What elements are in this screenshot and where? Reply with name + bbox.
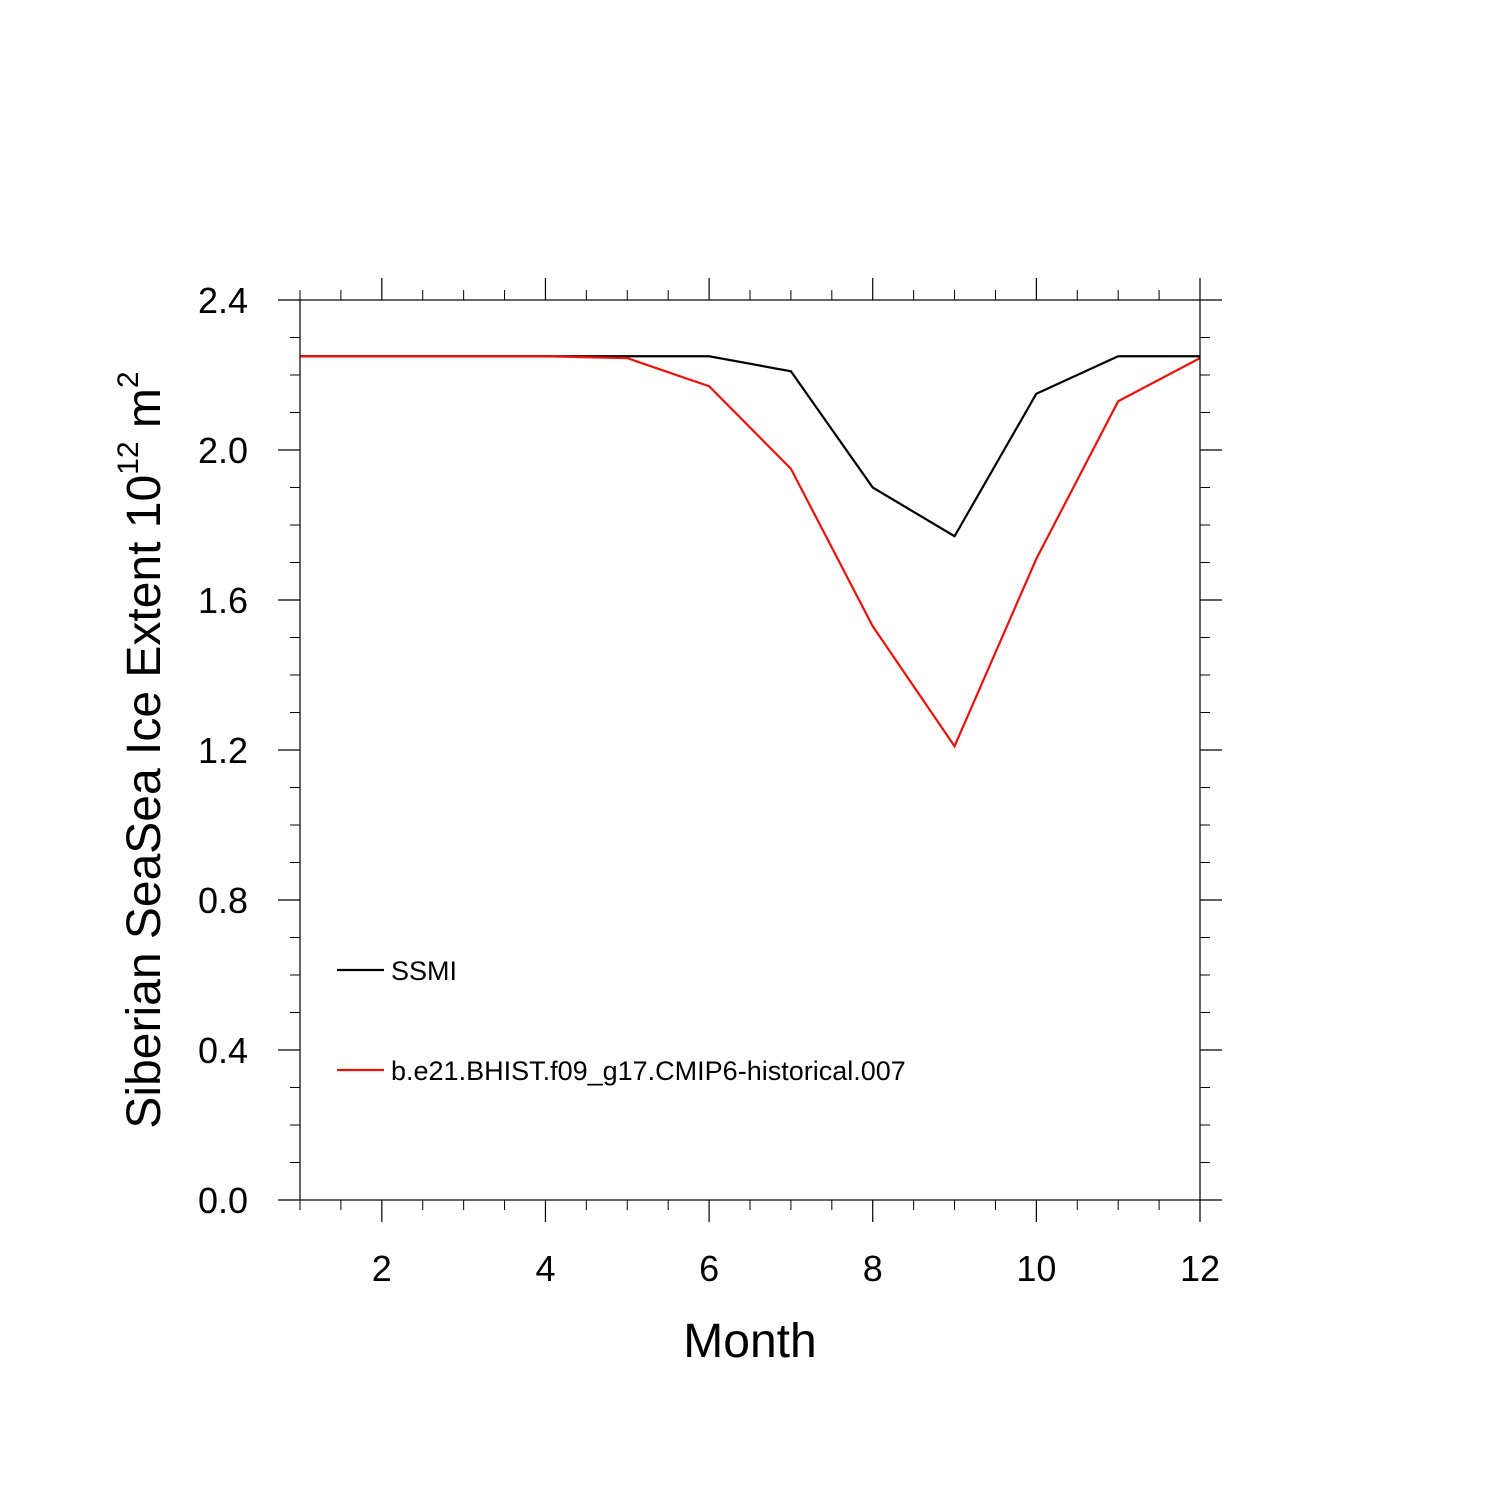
x-tick-label: 2 xyxy=(372,1248,392,1289)
x-axis-title: Month xyxy=(683,1315,816,1368)
minor-ticks xyxy=(290,290,1210,1210)
series-line-model xyxy=(300,355,1201,749)
y-tick-label: 2.0 xyxy=(198,430,248,471)
y-axis-title-unit-exponent: 2 xyxy=(112,371,145,388)
major-ticks xyxy=(278,278,1222,1222)
y-axis-title-unit: m xyxy=(118,388,171,441)
x-tick-label: 10 xyxy=(1016,1248,1056,1289)
x-tick-label: 12 xyxy=(1180,1248,1220,1289)
legend-label: SSMI xyxy=(391,956,457,986)
y-tick-label: 0.4 xyxy=(198,1030,248,1071)
x-tick-label: 4 xyxy=(535,1248,555,1289)
y-tick-label: 1.2 xyxy=(198,730,248,771)
y-axis-title-text: Siberian SeaSea Ice Extent 10 xyxy=(118,475,171,1129)
tick-labels: 2 4 6 8 10 12 0.0 0.4 0.8 1.2 1.6 2.0 2.4 xyxy=(198,280,1220,1289)
y-axis-title-exponent: 12 xyxy=(112,441,145,474)
y-tick-label: 1.6 xyxy=(198,580,248,621)
x-tick-label: 8 xyxy=(863,1248,883,1289)
x-tick-label: 6 xyxy=(699,1248,719,1289)
series-line-ssmi xyxy=(300,355,1200,538)
y-tick-label: 0.8 xyxy=(198,880,248,921)
series-layer xyxy=(300,355,1201,749)
y-tick-label: 2.4 xyxy=(198,280,248,321)
y-axis-title: Siberian SeaSea Ice Extent 1012 m2 xyxy=(112,371,171,1128)
legend-label: b.e21.BHIST.f09_g17.CMIP6-historical.007 xyxy=(391,1056,906,1086)
plot-frame xyxy=(299,299,1201,1201)
y-tick-label: 0.0 xyxy=(198,1180,248,1221)
legend: SSMI b.e21.BHIST.f09_g17.CMIP6-historical… xyxy=(337,956,906,1086)
